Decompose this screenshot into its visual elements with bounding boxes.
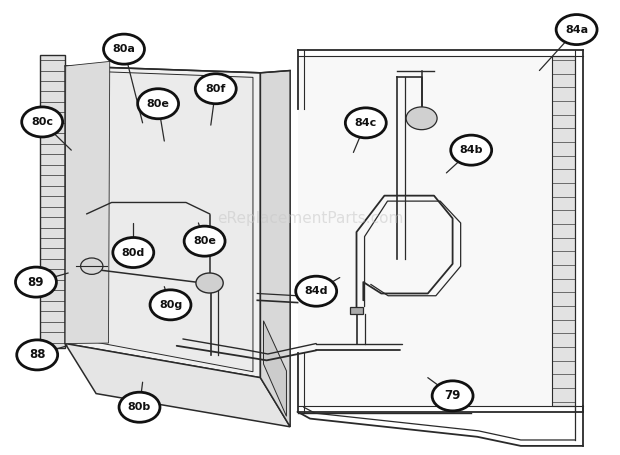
Text: 84c: 84c <box>355 118 377 128</box>
Text: 80a: 80a <box>113 44 135 54</box>
Polygon shape <box>298 56 575 406</box>
Polygon shape <box>260 71 290 427</box>
Text: 89: 89 <box>28 276 44 288</box>
Circle shape <box>113 238 154 268</box>
Text: 84d: 84d <box>304 286 328 296</box>
Polygon shape <box>40 55 65 348</box>
Circle shape <box>184 226 225 256</box>
Circle shape <box>138 89 179 119</box>
Polygon shape <box>65 344 290 427</box>
Text: 80d: 80d <box>122 248 145 258</box>
Polygon shape <box>264 321 286 416</box>
Circle shape <box>119 392 160 422</box>
Polygon shape <box>552 56 575 406</box>
Circle shape <box>81 258 103 274</box>
Circle shape <box>22 107 63 137</box>
Circle shape <box>345 108 386 138</box>
Circle shape <box>195 74 236 104</box>
Circle shape <box>451 135 492 165</box>
Polygon shape <box>65 66 260 378</box>
Text: 80f: 80f <box>206 84 226 94</box>
Text: 80e: 80e <box>193 236 216 246</box>
Text: 80g: 80g <box>159 300 182 310</box>
Circle shape <box>432 381 473 411</box>
Circle shape <box>17 340 58 370</box>
Text: 80b: 80b <box>128 402 151 412</box>
Text: 80e: 80e <box>147 99 169 109</box>
Bar <box>350 307 363 314</box>
Text: 80c: 80c <box>31 117 53 127</box>
Polygon shape <box>65 61 110 344</box>
Circle shape <box>16 267 56 297</box>
Text: eReplacementParts.com: eReplacementParts.com <box>217 211 403 226</box>
Circle shape <box>150 290 191 320</box>
Circle shape <box>556 15 597 45</box>
Circle shape <box>406 107 437 130</box>
Text: 79: 79 <box>445 389 461 402</box>
Circle shape <box>296 276 337 306</box>
Circle shape <box>196 273 223 293</box>
Circle shape <box>104 34 144 64</box>
Text: 88: 88 <box>29 349 45 361</box>
Polygon shape <box>71 71 253 372</box>
Text: 84b: 84b <box>459 145 483 155</box>
Text: 84a: 84a <box>565 25 588 35</box>
